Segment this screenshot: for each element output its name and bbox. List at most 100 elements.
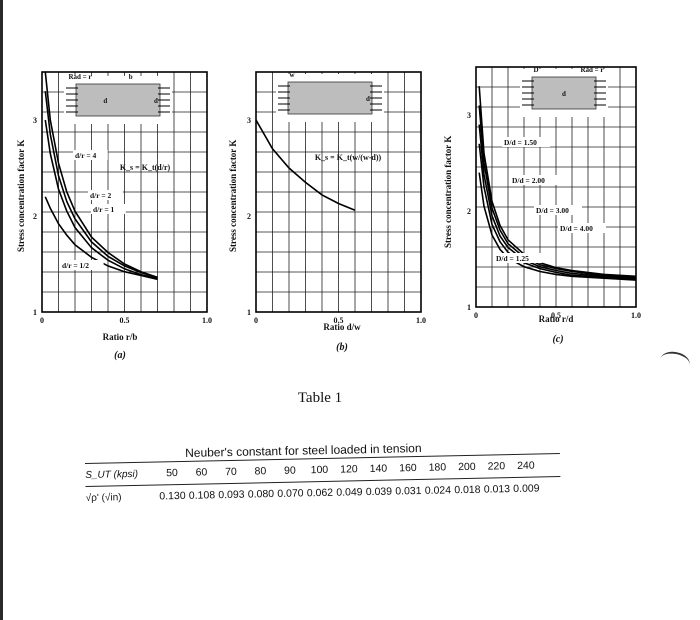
series-annotation: d/r = 1	[93, 205, 114, 214]
inset-label: Rad = r	[68, 73, 91, 81]
series-annotation: d/r = 1/2	[62, 261, 89, 270]
chart-a-ylabel: Stress concentration factor K	[16, 139, 26, 252]
annotation-background	[558, 223, 606, 233]
series-annotation: D/d = 1.25	[496, 254, 529, 263]
inset-label: w	[289, 71, 295, 79]
chart-b: w d K_s = K_t(w/(w-d)) 1 2 3 0 0.5 1.0	[228, 60, 428, 395]
x-tick-label: 1.0	[416, 316, 426, 325]
annotation-background	[502, 137, 550, 147]
series-annotation: D/d = 3.00	[536, 206, 569, 215]
series-line	[44, 196, 158, 281]
sut-cell: 140	[369, 462, 388, 476]
chart-c-caption: (c)	[552, 334, 564, 345]
rho-cell: 0.013	[483, 483, 511, 496]
annotation-background	[88, 190, 123, 200]
sut-cell: 50	[166, 467, 178, 480]
chart-c-plot: Dd Rad = r D/d = 1.50 D/d = 2.00 D/d = 3.00 D…	[467, 66, 641, 320]
annotation-background	[510, 175, 558, 185]
table-title: Table 1	[297, 390, 343, 406]
sut-cell: 100	[310, 463, 329, 477]
decorative-arc	[658, 349, 692, 375]
rho-cell: 0.031	[395, 484, 422, 498]
rho-cell: 0.080	[247, 488, 275, 501]
inset-label: d	[154, 97, 158, 105]
inset-label: d	[562, 90, 566, 98]
series-line	[44, 71, 158, 279]
chart-a: Rad = r d b d K_s = K_t(d/r) d/r = 4 d/r = 2 d/…	[20, 60, 220, 395]
rho-cell: 0.093	[218, 488, 245, 502]
chart-c-ylabel: Stress concentration factor K	[443, 135, 453, 248]
inset-specimen	[75, 83, 161, 117]
x-tick-label: 0.5	[551, 311, 561, 320]
series-annotation: D/d = 1.50	[504, 138, 537, 147]
chart-c-xlabel: Ratio r/d	[538, 314, 574, 324]
rho-values: 0.130 0.108 0.093 0.080 0.070 0.062 0.049 0.039…	[158, 482, 542, 502]
y-tick-label: 3	[247, 116, 251, 125]
formula-label: K_s = K_t(d/r)	[120, 163, 171, 172]
annotation-background	[60, 260, 104, 270]
formula-label: K_s = K_t(w/(w-d))	[315, 153, 382, 162]
y-tick-label: 2	[247, 212, 251, 221]
plot-frame	[475, 66, 637, 308]
chart-a-caption: (a)	[114, 350, 126, 361]
inset-specimen	[287, 81, 373, 115]
inset-label: D	[533, 66, 538, 74]
series-annotation: d/r = 2	[90, 191, 111, 200]
inset-label: d	[366, 95, 370, 103]
sut-cell: 160	[399, 462, 417, 475]
row-head-sut: S_UT (kpsi)	[85, 468, 139, 481]
series-annotation: D/d = 4.00	[560, 224, 593, 233]
series-annotation: D/d = 2.00	[512, 176, 545, 185]
page-left-border	[0, 0, 3, 620]
sut-cell: 60	[195, 466, 208, 479]
series-line	[44, 119, 158, 280]
rho-cell: 0.024	[424, 484, 452, 497]
inset-label: d	[103, 97, 107, 105]
x-tick-label: 0.5	[334, 316, 344, 325]
chart-b-plot: w d K_s = K_t(w/(w-d)) 1 2 3 0 0.5 1.0	[247, 71, 426, 325]
chart-b-caption: (b)	[336, 342, 348, 353]
sut-cell: 200	[458, 460, 476, 474]
rho-cell: 0.009	[513, 482, 540, 496]
annotation-background	[91, 204, 126, 214]
y-tick-label: 2	[33, 212, 37, 221]
plot-frame	[41, 71, 208, 313]
sut-cell: 80	[254, 465, 267, 478]
annotation-background	[534, 205, 582, 215]
x-tick-label: 0	[474, 311, 478, 320]
sut-cell: 180	[428, 461, 447, 474]
series-annotation: d/r = 4	[75, 151, 96, 160]
x-tick-label: 1.0	[202, 316, 212, 325]
row-head-rho: √ρ' (√in)	[85, 491, 122, 504]
rho-cell: 0.108	[188, 489, 216, 502]
y-tick-label: 2	[467, 207, 471, 216]
x-tick-label: 0	[254, 316, 258, 325]
x-tick-label: 0.5	[120, 316, 130, 325]
sut-cell: 220	[487, 460, 506, 473]
rho-cell: 0.018	[454, 483, 481, 497]
series-line	[478, 172, 637, 281]
y-tick-label: 3	[33, 116, 37, 125]
sut-cell: 90	[283, 464, 296, 477]
chart-a-xlabel: Ratio r/b	[102, 332, 138, 342]
rho-cell: 0.130	[159, 489, 186, 503]
sut-cell: 120	[340, 463, 358, 476]
x-tick-label: 1.0	[631, 311, 641, 320]
rho-cell: 0.039	[365, 485, 393, 499]
y-tick-label: 1	[247, 308, 251, 317]
rho-cell: 0.049	[336, 486, 363, 499]
chart-a-plot: Rad = r d b d K_s = K_t(d/r) d/r = 4 d/r = 2 d/…	[33, 71, 212, 325]
chart-b-xlabel: Ratio d/w	[323, 322, 361, 332]
rho-cell: 0.070	[277, 487, 304, 500]
annotation-background	[494, 253, 542, 263]
annotation-background	[73, 150, 108, 160]
y-tick-label: 3	[467, 111, 471, 120]
neuber-table: S_UT (kpsi) 50 60 70 80 90 100 120 140 160 180 200…	[85, 453, 561, 509]
inset-label: Rad = r	[580, 66, 603, 74]
chart-b-ylabel: Stress concentration factor K	[228, 139, 238, 252]
sut-values: 50 60 70 80 90 100 120 140 160 180 200 220 240	[157, 459, 541, 480]
rho-cell: 0.062	[306, 486, 334, 500]
sut-cell: 70	[225, 465, 237, 479]
plot-frame	[255, 71, 422, 313]
